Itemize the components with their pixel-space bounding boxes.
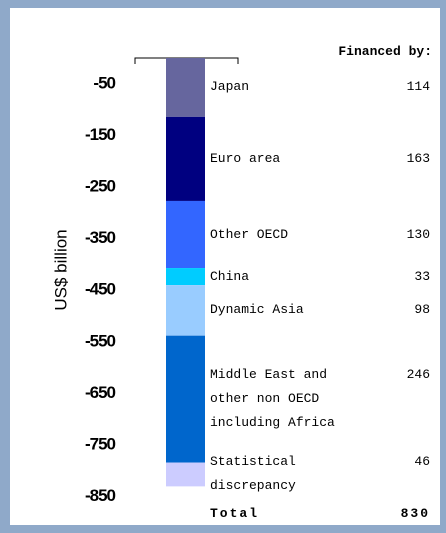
value-label: 33 <box>414 268 430 284</box>
segment-label: Dynamic Asia <box>210 302 304 318</box>
value-label: 98 <box>414 302 430 318</box>
bar-segment <box>166 268 205 286</box>
y-tick-label: -350 <box>85 228 116 247</box>
legend-title: Financed by: <box>338 44 432 59</box>
bar-segment <box>166 462 205 487</box>
segment-label: Euro area <box>210 150 281 166</box>
y-tick-label: -450 <box>85 280 116 299</box>
segment-label: Statistical discrepancy <box>210 454 296 494</box>
y-tick-label: -50 <box>93 73 115 92</box>
value-label: 114 <box>406 79 430 95</box>
y-tick-label: -250 <box>85 177 116 196</box>
bar-segment <box>166 335 205 463</box>
bar-segment <box>166 116 205 201</box>
bar-segment <box>166 58 205 117</box>
y-tick-label: -550 <box>85 331 116 350</box>
value-label: 130 <box>406 226 430 242</box>
segment-label: Japan <box>210 79 250 95</box>
y-axis-label: US$ billion <box>51 229 70 310</box>
y-tick-label: -150 <box>85 125 116 144</box>
total-label: Total <box>210 506 260 521</box>
segment-label: China <box>210 268 250 284</box>
bar-segment <box>166 200 205 269</box>
y-tick-label: -650 <box>85 383 116 402</box>
value-label: 46 <box>414 454 430 470</box>
segment-label: Other OECD <box>210 226 289 242</box>
panel <box>10 8 440 525</box>
y-tick-label: -750 <box>85 435 116 454</box>
y-tick-label: -850 <box>85 486 116 505</box>
segment-label: Middle East and other non OECD including… <box>210 367 335 431</box>
value-label: 246 <box>406 367 430 383</box>
value-label: 163 <box>406 150 430 166</box>
total-value: 830 <box>400 506 430 521</box>
bar-segment <box>166 285 205 336</box>
